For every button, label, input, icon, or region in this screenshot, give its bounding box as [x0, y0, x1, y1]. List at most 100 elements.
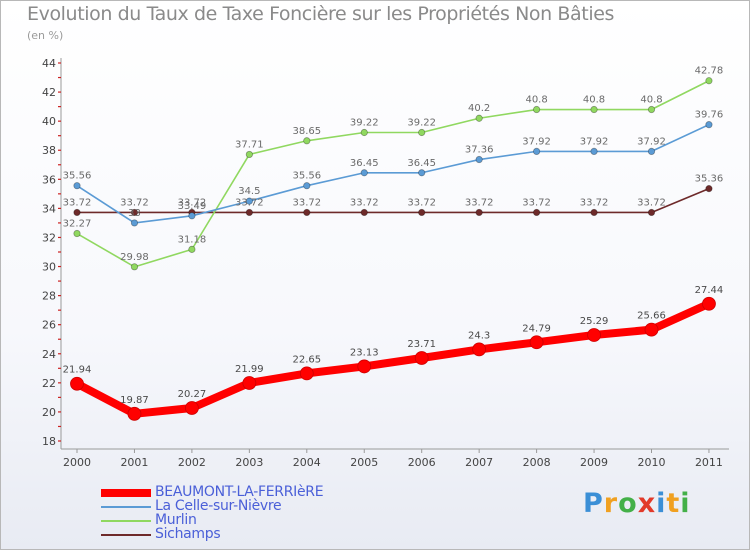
data-label-murlin: 29.98 [120, 252, 149, 263]
data-label-beaumont-la-ferriere: 25.66 [637, 311, 666, 322]
chart-title: Evolution du Taux de Taxe Foncière sur l… [27, 3, 615, 25]
data-label-murlin: 39.22 [350, 117, 379, 128]
data-label-sichamps: 33.72 [522, 197, 551, 208]
data-label-la-celle-sur-nievre: 35.56 [292, 171, 321, 182]
data-label-sichamps: 33.72 [235, 197, 264, 208]
data-point-la-celle-sur-nievre [245, 197, 253, 205]
data-label-murlin: 37.71 [235, 139, 264, 150]
data-point-la-celle-sur-nievre [73, 182, 81, 190]
data-label-beaumont-la-ferriere: 21.94 [63, 365, 92, 376]
data-label-la-celle-sur-nievre: 37.36 [465, 145, 494, 156]
data-label-sichamps: 33.72 [120, 197, 149, 208]
data-label-la-celle-sur-nievre: 36.45 [407, 158, 436, 169]
data-point-la-celle-sur-nievre [647, 147, 656, 155]
x-tick-label: 2004 [293, 456, 321, 469]
data-point-sichamps [532, 208, 541, 217]
x-tick-label: 2002 [178, 456, 206, 469]
data-point-murlin [705, 77, 713, 85]
series-line-beaumont-la-ferriere [73, 299, 713, 418]
data-point-murlin [360, 128, 368, 137]
data-label-la-celle-sur-nievre: 36.45 [350, 158, 379, 169]
data-label-sichamps: 35.36 [695, 174, 724, 185]
x-tick-label: 2008 [523, 456, 551, 469]
logo-letter: r [603, 488, 619, 519]
x-tick-label: 2006 [408, 456, 436, 469]
legend-swatch-la-celle [101, 506, 151, 508]
data-point-beaumont-la-ferriere [70, 376, 84, 391]
x-tick-label: 2001 [120, 456, 148, 469]
data-label-sichamps: 33.72 [63, 197, 92, 208]
data-label-murlin: 42.78 [695, 66, 724, 77]
data-point-murlin [532, 105, 541, 114]
data-point-sichamps [705, 185, 713, 193]
proxiti-logo: Proxiti [583, 488, 691, 519]
y-tick-label: 20 [42, 406, 56, 419]
logo-letter: i [680, 488, 691, 519]
data-label-murlin: 32.27 [63, 219, 92, 230]
y-tick-label: 34 [42, 202, 56, 215]
data-point-beaumont-la-ferriere [414, 351, 429, 365]
legend-label-sichamps: Sichamps [155, 526, 221, 542]
data-point-sichamps [303, 208, 311, 217]
data-point-murlin [475, 114, 483, 122]
data-label-la-celle-sur-nievre: 39.76 [695, 110, 724, 121]
data-label-sichamps: 33.72 [292, 197, 321, 208]
x-tick-label: 2003 [235, 456, 263, 469]
data-label-murlin: 40.8 [525, 95, 547, 106]
data-point-murlin [590, 105, 598, 114]
data-label-sichamps: 33.72 [580, 197, 609, 208]
logo-letter: o [618, 488, 638, 519]
data-label-la-celle-sur-nievre: 37.92 [580, 136, 609, 147]
logo-letter: i [656, 488, 667, 519]
data-label-beaumont-la-ferriere: 23.71 [407, 339, 436, 350]
y-tick-label: 38 [42, 144, 56, 157]
data-point-la-celle-sur-nievre [303, 182, 311, 190]
data-label-beaumont-la-ferriere: 27.44 [695, 285, 724, 296]
y-tick-label: 32 [42, 231, 56, 244]
y-tick-label: 26 [42, 319, 56, 332]
data-point-la-celle-sur-nievre [475, 155, 483, 164]
logo-letter: P [583, 488, 604, 519]
x-tick-label: 2011 [695, 456, 723, 469]
data-point-murlin [418, 128, 426, 137]
y-tick-label: 28 [42, 290, 56, 303]
legend-swatch-murlin [101, 520, 151, 522]
data-label-beaumont-la-ferriere: 25.29 [580, 316, 609, 327]
data-point-murlin [73, 229, 81, 238]
data-label-la-celle-sur-nievre: 33 [128, 208, 141, 219]
x-tick-label: 2009 [580, 456, 608, 469]
data-label-beaumont-la-ferriere: 23.13 [350, 347, 379, 358]
data-label-beaumont-la-ferriere: 22.65 [292, 354, 321, 365]
y-tick-label: 22 [42, 377, 56, 390]
y-tick-label: 30 [42, 261, 56, 274]
y-tick-label: 44 [42, 57, 56, 70]
y-tick-label: 18 [42, 435, 56, 448]
data-point-la-celle-sur-nievre [130, 219, 139, 227]
data-label-murlin: 31.18 [178, 234, 207, 245]
data-point-murlin [245, 150, 253, 159]
series-line-sichamps [76, 187, 710, 214]
y-tick-label: 24 [42, 348, 56, 361]
data-point-sichamps [245, 208, 253, 217]
logo-letter: t [666, 488, 681, 519]
data-point-beaumont-la-ferriere [644, 322, 659, 337]
data-label-murlin: 40.8 [640, 95, 662, 106]
data-point-la-celle-sur-nievre [705, 121, 713, 129]
chart-series [70, 77, 716, 421]
data-point-la-celle-sur-nievre [360, 169, 368, 177]
data-label-sichamps: 33.72 [350, 197, 379, 208]
data-point-sichamps [130, 208, 139, 217]
data-point-sichamps [73, 208, 81, 217]
data-label-la-celle-sur-nievre: 33.49 [178, 201, 207, 212]
y-tick-label: 42 [42, 86, 56, 99]
data-label-murlin: 39.22 [407, 117, 436, 128]
data-point-murlin [303, 137, 311, 145]
data-point-beaumont-la-ferriere [127, 406, 142, 421]
data-point-sichamps [360, 208, 368, 217]
x-tick-label: 2007 [465, 456, 493, 469]
data-point-la-celle-sur-nievre [418, 169, 426, 177]
data-label-beaumont-la-ferriere: 24.79 [522, 323, 551, 334]
data-label-beaumont-la-ferriere: 19.87 [120, 395, 149, 406]
